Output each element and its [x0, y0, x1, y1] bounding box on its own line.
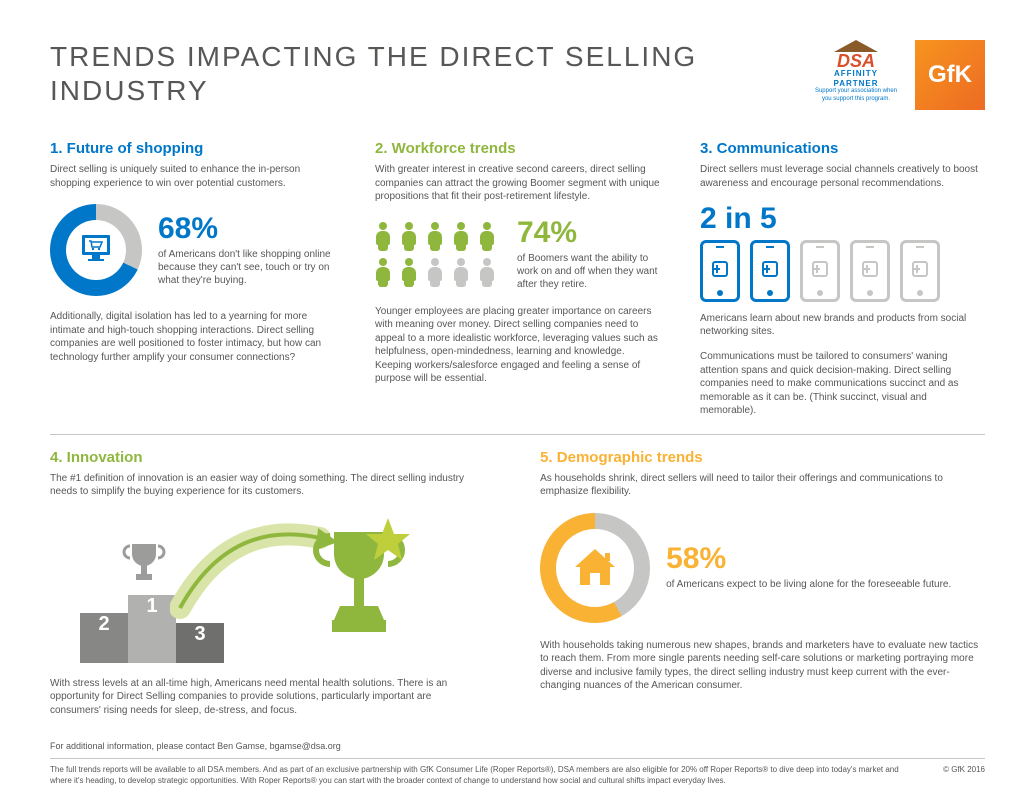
person-icon	[427, 222, 443, 250]
section-1-stat-text: 68% of Americans don't like shopping onl…	[158, 214, 335, 287]
podium-1: 1	[128, 595, 176, 663]
section-future-of-shopping: 1. Future of shopping Direct selling is …	[50, 140, 335, 418]
phone-icon	[850, 240, 890, 302]
footer-copyright: © GfK 2016	[943, 765, 985, 786]
dsa-logo-tag: Support your association when you suppor…	[811, 88, 901, 102]
footer-contact: For additional information, please conta…	[50, 741, 985, 760]
phone-icon	[900, 240, 940, 302]
section-workforce-trends: 2. Workforce trends With greater interes…	[375, 140, 660, 418]
section-1-body: Additionally, digital isolation has led …	[50, 310, 335, 364]
person-icon	[401, 222, 417, 250]
person-icon	[427, 258, 443, 286]
phone-icon	[800, 240, 840, 302]
header: Trends Impacting the Direct Selling Indu…	[50, 40, 985, 110]
person-icon	[375, 258, 391, 286]
section-2-body: Younger employees are placing greater im…	[375, 305, 660, 386]
section-1-title: 1. Future of shopping	[50, 140, 335, 157]
person-icon	[453, 258, 469, 286]
section-1-intro: Direct selling is uniquely suited to enh…	[50, 163, 335, 190]
section-2-title: 2. Workforce trends	[375, 140, 660, 157]
section-innovation: 4. Innovation The #1 definition of innov…	[50, 449, 480, 718]
section-1-stat-row: 68% of Americans don't like shopping onl…	[50, 204, 335, 296]
section-5-stat-row: 58% of Americans expect to be living alo…	[540, 513, 985, 623]
footer: For additional information, please conta…	[50, 741, 985, 786]
section-2-stat-num: 74%	[517, 218, 660, 248]
donut-chart-orange	[540, 513, 650, 623]
section-5-stat-text: 58% of Americans expect to be living alo…	[666, 544, 951, 591]
person-icon	[401, 258, 417, 286]
gfk-logo: GfK	[915, 40, 985, 110]
row-1: 1. Future of shopping Direct selling is …	[50, 140, 985, 418]
section-5-stat-num: 58%	[666, 544, 951, 574]
person-icon	[453, 222, 469, 250]
phone-icon	[750, 240, 790, 302]
section-5-title: 5. Demographic trends	[540, 449, 985, 466]
section-4-body: With stress levels at an all-time high, …	[50, 677, 480, 718]
separator	[50, 434, 985, 435]
dsa-logo-sub: AFFINITY PARTNER	[811, 69, 901, 88]
section-5-body: With households taking numerous new shap…	[540, 639, 985, 693]
footer-disclaimer: The full trends reports will be availabl…	[50, 765, 903, 786]
section-3-stat-num: 2 in 5	[700, 204, 985, 234]
row-2: 4. Innovation The #1 definition of innov…	[50, 449, 985, 718]
section-2-stat-row: 74% of Boomers want the ability to work …	[375, 218, 660, 291]
person-icon	[479, 222, 495, 250]
section-5-intro: As households shrink, direct sellers wil…	[540, 472, 985, 499]
monitor-cart-icon	[50, 204, 142, 296]
section-4-intro: The #1 definition of innovation is an ea…	[50, 472, 480, 499]
person-icon	[479, 258, 495, 286]
small-trophy-icon	[122, 538, 166, 593]
section-3-stat-desc: Americans learn about new brands and pro…	[700, 312, 985, 338]
section-1-stat-num: 68%	[158, 214, 335, 244]
podium-2: 2	[80, 613, 128, 663]
page-title: Trends Impacting the Direct Selling Indu…	[50, 40, 811, 107]
section-2-stat-desc: of Boomers want the ability to work on a…	[517, 252, 660, 291]
phones-icon-row	[700, 240, 985, 302]
section-3-title: 3. Communications	[700, 140, 985, 157]
section-5-stat-desc: of Americans expect to be living alone f…	[666, 578, 951, 591]
section-demographic-trends: 5. Demographic trends As households shri…	[540, 449, 985, 718]
section-2-intro: With greater interest in creative second…	[375, 163, 660, 204]
logo-group: DSA AFFINITY PARTNER Support your associ…	[811, 40, 985, 110]
large-trophy-icon	[310, 518, 420, 653]
person-icon	[375, 222, 391, 250]
section-3-intro: Direct sellers must leverage social chan…	[700, 163, 985, 190]
section-1-stat-desc: of Americans don't like shopping online …	[158, 248, 335, 287]
section-4-title: 4. Innovation	[50, 449, 480, 466]
section-3-body: Communications must be tailored to consu…	[700, 350, 985, 418]
house-icon	[540, 513, 650, 623]
phone-icon	[700, 240, 740, 302]
people-icon-grid	[375, 222, 495, 286]
section-2-stat-text: 74% of Boomers want the ability to work …	[517, 218, 660, 291]
section-communications: 3. Communications Direct sellers must le…	[700, 140, 985, 418]
donut-chart-blue	[50, 204, 142, 296]
dsa-logo-main: DSA	[811, 53, 901, 69]
dsa-logo: DSA AFFINITY PARTNER Support your associ…	[811, 40, 901, 103]
innovation-graphic: 2 1 3	[50, 513, 480, 663]
